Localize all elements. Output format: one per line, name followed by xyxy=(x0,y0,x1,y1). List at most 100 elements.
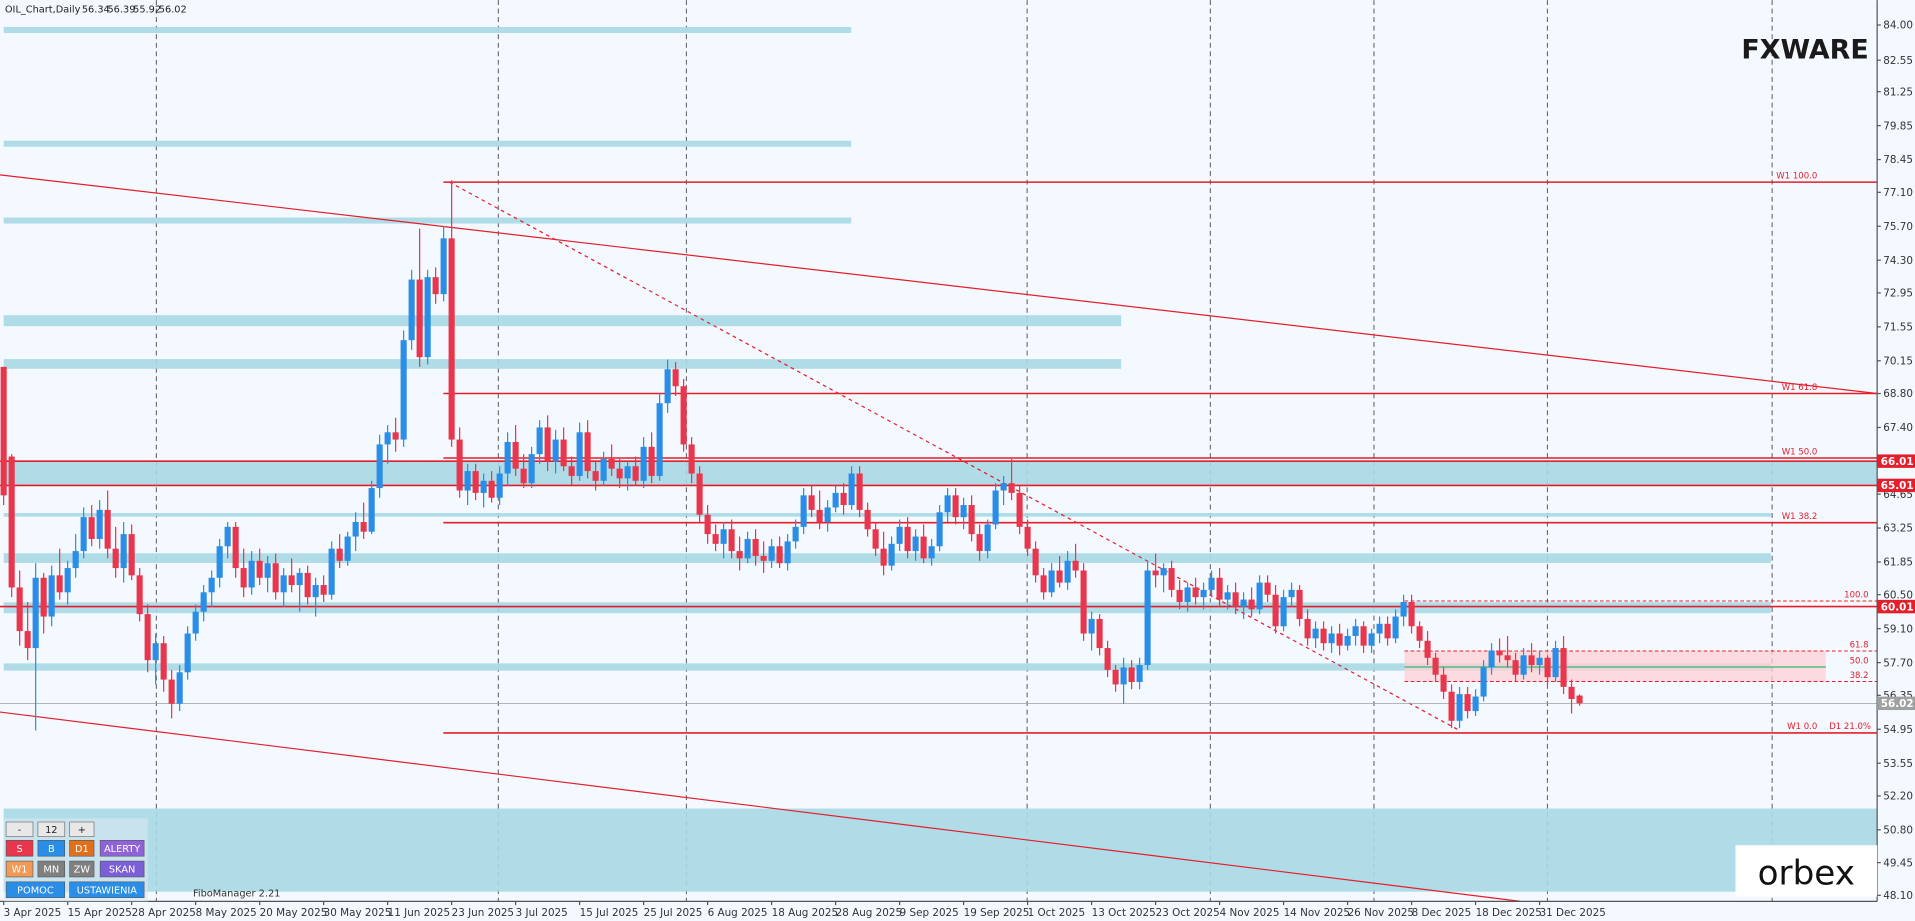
x-tick-label: 3 Jul 2025 xyxy=(516,907,568,919)
candle-body xyxy=(848,473,855,506)
candle-body xyxy=(368,488,375,532)
candle-body xyxy=(640,446,647,481)
zone xyxy=(3,602,1771,614)
y-tick-label: 50.80 xyxy=(1883,825,1913,837)
candle-body xyxy=(936,512,943,547)
panel-button[interactable] xyxy=(5,860,34,878)
candle-body xyxy=(704,514,711,535)
candle-body xyxy=(1088,618,1095,634)
candle-body xyxy=(632,466,639,481)
candle-body xyxy=(960,505,967,518)
panel-button[interactable] xyxy=(69,840,95,857)
candle-body xyxy=(1160,568,1167,576)
panel-button-label[interactable]: POMOC xyxy=(17,885,54,896)
candle-body xyxy=(992,490,999,525)
panel-button[interactable] xyxy=(69,860,95,878)
candle-body xyxy=(328,548,335,595)
candle-body xyxy=(32,577,39,649)
y-tick-label: 60.50 xyxy=(1883,589,1913,601)
candle-body xyxy=(312,585,319,598)
candle-body xyxy=(1560,648,1567,687)
panel-button[interactable] xyxy=(5,881,66,899)
candle-body xyxy=(1424,640,1431,658)
panel-button-label[interactable]: SKAN xyxy=(109,865,135,876)
price-tag xyxy=(1877,599,1915,614)
candle-body xyxy=(912,536,919,552)
candle-body xyxy=(280,575,287,593)
x-tick-label: 6 Aug 2025 xyxy=(708,907,768,919)
candle-body xyxy=(248,560,255,588)
y-tick-label: 75.70 xyxy=(1883,221,1913,233)
x-tick-label: 11 Jun 2025 xyxy=(388,907,450,919)
stepper-box[interactable] xyxy=(5,821,34,838)
candle-body xyxy=(40,577,47,617)
panel-button-label[interactable]: S xyxy=(16,844,22,855)
candle-body xyxy=(784,541,791,564)
stepper-box[interactable] xyxy=(37,821,66,838)
stepper-label[interactable]: 12 xyxy=(45,825,57,836)
candle-body xyxy=(384,432,391,445)
x-tick-label: 15 Apr 2025 xyxy=(68,907,132,919)
candle-body xyxy=(1144,570,1151,666)
panel-button-label[interactable]: ZW xyxy=(74,865,91,876)
zone xyxy=(3,663,1771,671)
candle-body xyxy=(0,366,7,496)
y-tick-label: 63.25 xyxy=(1883,523,1913,535)
y-tick-label: 68.80 xyxy=(1883,388,1913,400)
candle-body xyxy=(648,446,655,476)
candle-body xyxy=(240,568,247,588)
candle-body xyxy=(744,538,751,559)
price-tag xyxy=(1877,454,1915,468)
panel-button-label[interactable]: W1 xyxy=(12,865,28,876)
panel-button[interactable] xyxy=(99,860,145,878)
candle-body xyxy=(1336,633,1343,646)
panel-button[interactable] xyxy=(37,860,66,878)
candle-body xyxy=(872,529,879,549)
panel-button-label[interactable]: MN xyxy=(43,865,59,876)
stepper-box[interactable] xyxy=(69,821,95,838)
candle-body xyxy=(768,546,775,561)
stepper-label[interactable]: - xyxy=(18,825,22,836)
candle-body xyxy=(544,427,551,462)
annotation: D1 21.0% xyxy=(1829,722,1871,732)
plot-area: 100.0 61.8 50.0 38.2 W1 100.0 W1 61.8 W1 50.0 W… xyxy=(0,0,1878,902)
candle-body xyxy=(624,466,631,479)
fib-label: 38.2 xyxy=(1850,671,1869,681)
panel-button-label[interactable]: ALERTY xyxy=(104,844,140,855)
candle-body xyxy=(400,340,407,440)
candle-body xyxy=(976,534,983,552)
panel-button-label[interactable]: B xyxy=(48,844,55,855)
candle-body xyxy=(832,492,839,508)
candle-body xyxy=(1272,594,1279,627)
panel-button[interactable] xyxy=(37,840,66,857)
x-tick-label: 28 Apr 2025 xyxy=(132,907,196,919)
candle-body xyxy=(728,529,735,552)
candle-body xyxy=(608,458,615,469)
x-tick-label: 23 Oct 2025 xyxy=(1156,907,1220,919)
panel-button[interactable] xyxy=(69,881,145,899)
candle-body xyxy=(736,551,743,559)
x-tick-label: 18 Dec 2025 xyxy=(1476,907,1542,919)
candle-body xyxy=(656,403,663,476)
x-tick-label: 9 Sep 2025 xyxy=(900,907,959,919)
candle-body xyxy=(928,546,935,559)
candle-body xyxy=(712,534,719,544)
candle-body xyxy=(432,277,439,295)
panel-button[interactable] xyxy=(5,840,34,857)
candle-body xyxy=(448,238,455,440)
candle-body xyxy=(592,471,599,481)
candle-body xyxy=(1096,618,1103,649)
zone xyxy=(3,359,1122,369)
candle-body xyxy=(1256,582,1263,610)
fib-label: 50.0 xyxy=(1850,656,1869,666)
stepper-label[interactable]: + xyxy=(78,825,86,836)
candle-body xyxy=(1496,650,1503,656)
w1-label: W1 38.2 xyxy=(1782,512,1818,522)
panel-button-label[interactable]: D1 xyxy=(75,844,89,855)
panel-button[interactable] xyxy=(99,840,145,857)
candle-body xyxy=(1528,655,1535,666)
panel-button-label[interactable]: USTAWIENIA xyxy=(77,885,138,896)
price-tag xyxy=(1877,478,1915,493)
y-tick-label: 67.40 xyxy=(1883,422,1913,434)
